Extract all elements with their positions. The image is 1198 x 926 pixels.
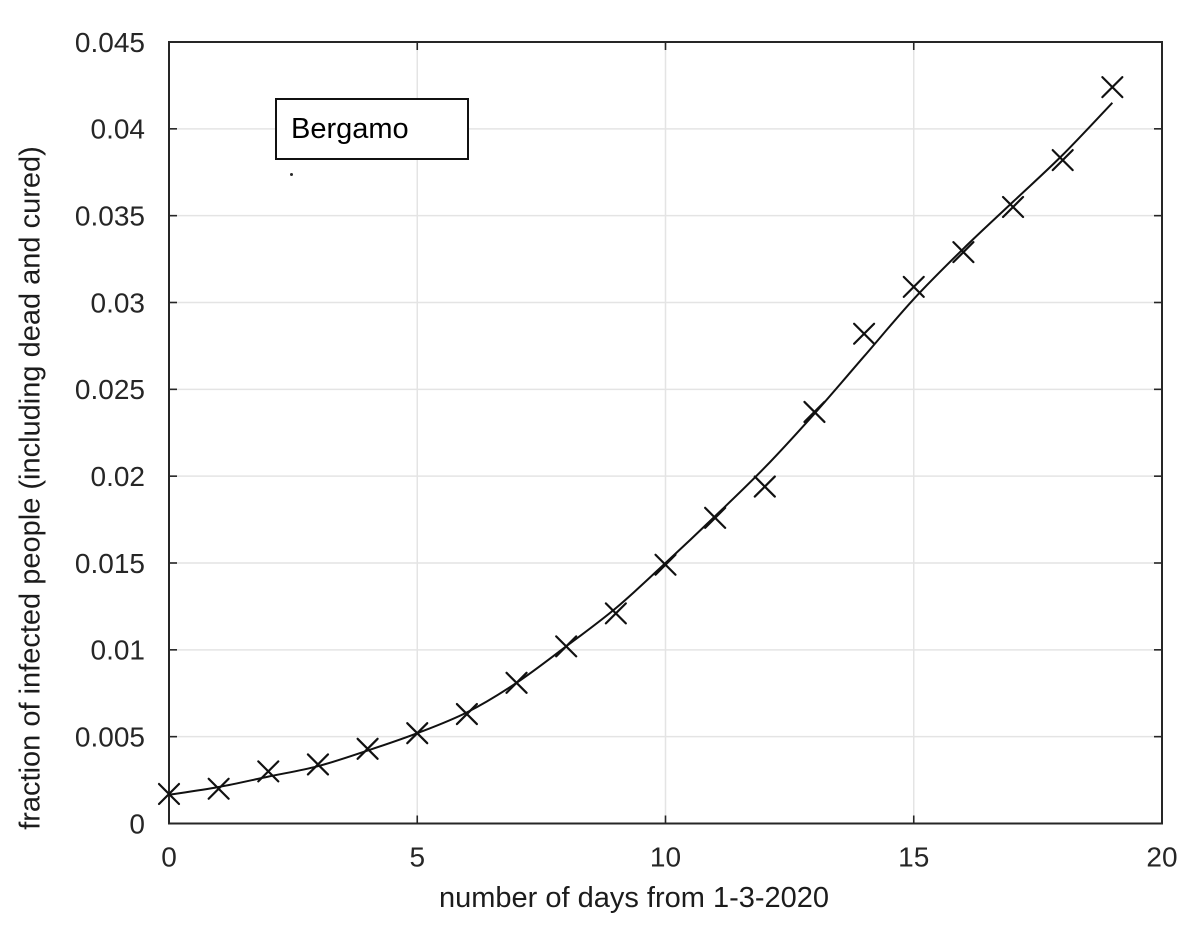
y-tick-label: 0.04 [91,114,146,145]
data-marker-x [455,702,478,726]
y-tick-label: 0.025 [75,374,145,405]
data-marker-x [753,475,776,498]
data-marker-x [654,553,677,576]
data-marker-x [803,400,826,424]
data-marker-x [604,602,627,625]
y-tick-label: 0.015 [75,548,145,579]
x-tick-label: 15 [898,842,929,873]
x-tick-label: 20 [1146,842,1177,873]
y-axis-label: fraction of infected people (including d… [14,146,47,830]
data-marker-x [902,275,925,298]
legend: Bergamo [275,98,469,160]
y-tick-label: 0 [129,808,145,839]
y-tick-label: 0.02 [91,461,146,492]
data-marker-x [555,635,578,658]
data-marker-x [1001,195,1025,219]
data-marker-x [306,753,330,776]
data-marker-x [1051,148,1074,172]
y-tick-label: 0.005 [75,721,145,752]
fit-curve [168,102,1114,796]
x-tick-label: 0 [161,842,177,873]
data-marker-x [257,760,280,783]
y-tick-label: 0.03 [91,287,146,318]
data-marker-x [952,241,975,264]
data-marker-x [356,737,379,760]
data-marker-x [157,782,181,806]
x-tick-label: 5 [409,842,425,873]
data-marker-x [704,506,727,529]
legend-label: Bergamo [291,112,409,145]
data-marker-x [853,322,876,345]
data-marker-x [1101,76,1124,99]
data-marker-x [505,671,528,694]
y-tick-label: 0.045 [75,27,145,58]
stray-dot [290,173,293,176]
y-tick-label: 0.035 [75,200,145,231]
data-marker-x [406,722,429,745]
y-tick-label: 0.01 [91,635,146,666]
data-marker-x [207,777,230,800]
x-tick-label: 10 [650,842,681,873]
x-axis-label: number of days from 1-3-2020 [438,882,830,914]
